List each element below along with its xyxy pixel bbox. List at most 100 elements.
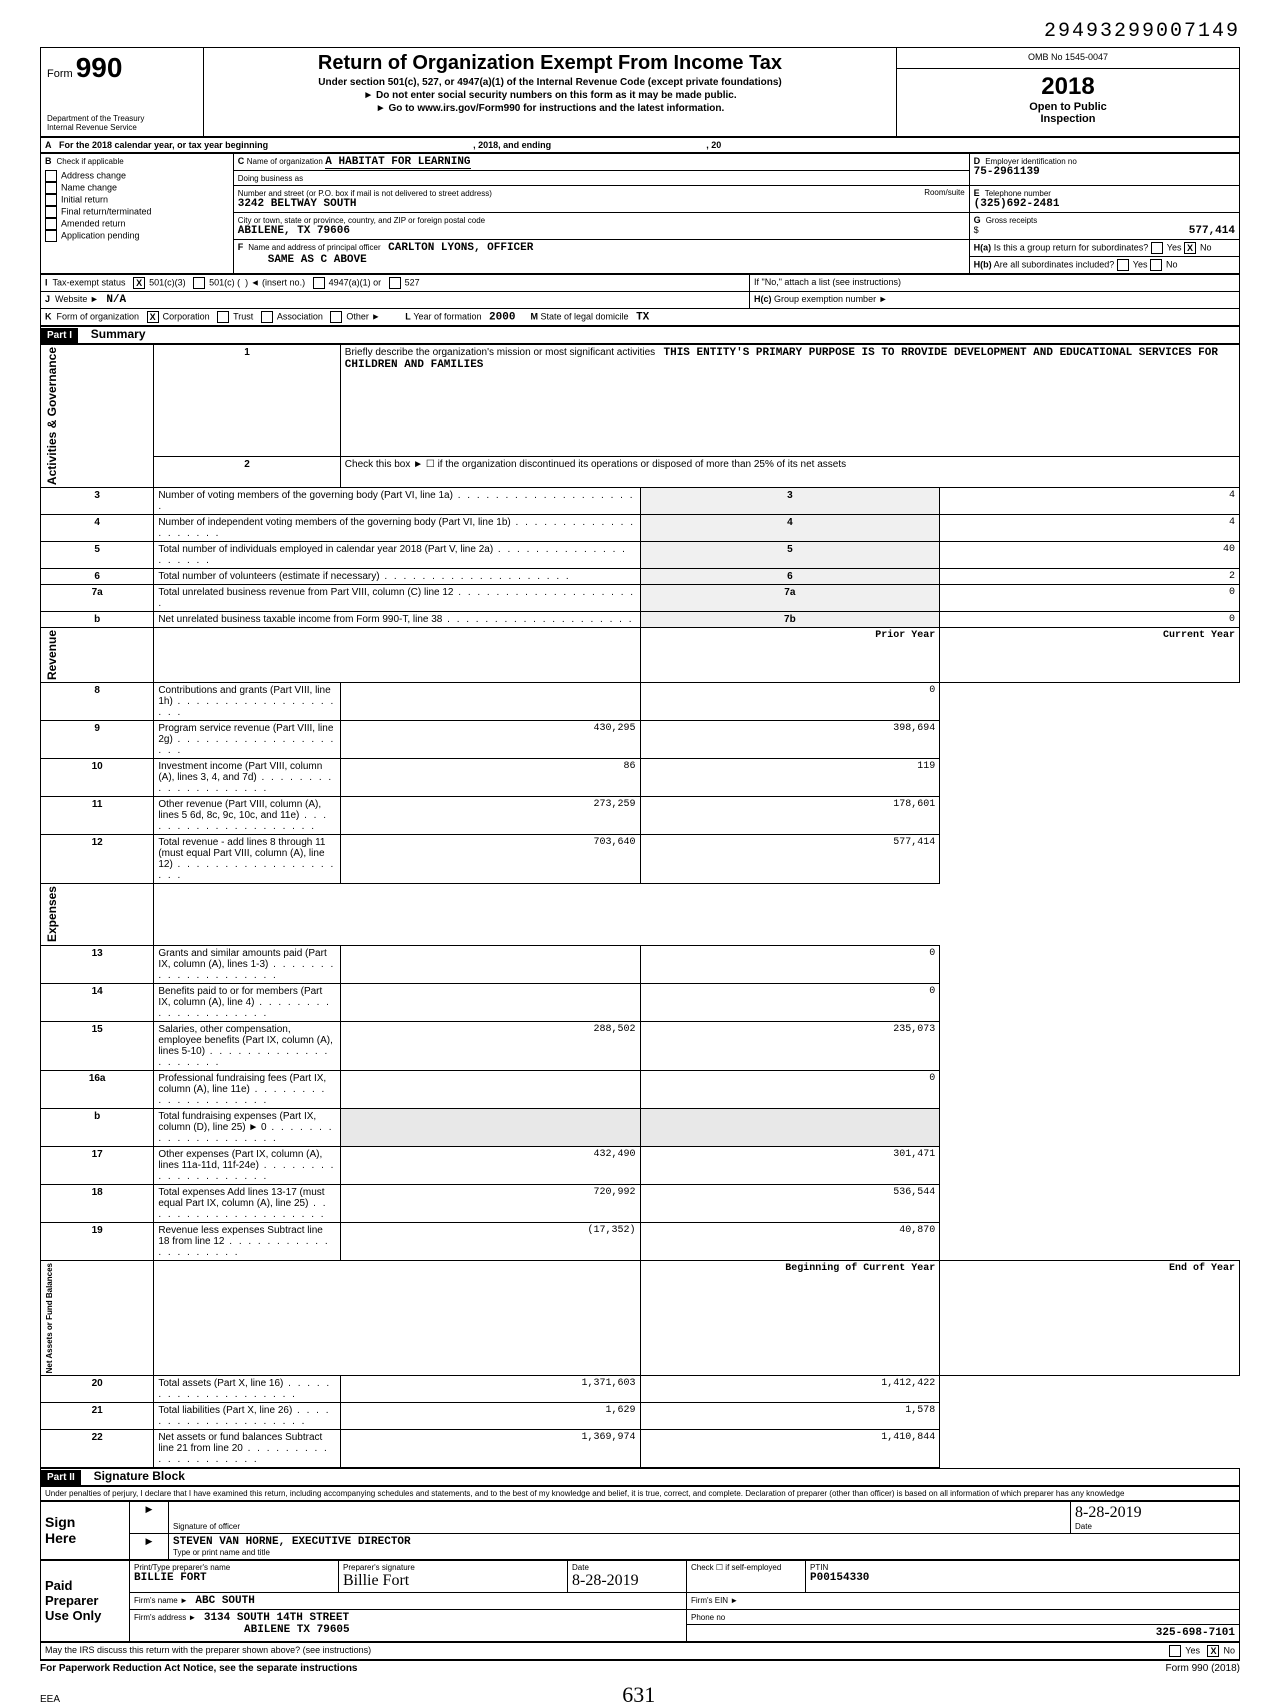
row-current: 398,694 xyxy=(640,721,940,759)
row-prior: 1,371,603 xyxy=(340,1375,640,1402)
chk-other[interactable] xyxy=(330,311,342,323)
row-num: 4 xyxy=(41,515,154,542)
summary-table: Activities & Governance 1 Briefly descri… xyxy=(40,344,1240,1468)
row-num: 21 xyxy=(41,1402,154,1429)
ha-label: Is this a group return for subordinates? xyxy=(994,242,1149,252)
row-num: 7a xyxy=(41,585,154,612)
website-value: N/A xyxy=(106,294,126,306)
row-prior: 430,295 xyxy=(340,721,640,759)
row-num: 20 xyxy=(41,1375,154,1402)
chk-501c3[interactable] xyxy=(133,277,145,289)
h-note: If "No," attach a list (see instructions… xyxy=(750,275,1240,292)
firm-addr-label: Firm's address ► xyxy=(134,1613,196,1622)
row-current: 301,471 xyxy=(640,1146,940,1184)
top-code: 29493299007149 xyxy=(40,20,1240,43)
form-subtitle-1: Under section 501(c), 527, or 4947(a)(1)… xyxy=(210,77,890,88)
chk-assoc[interactable] xyxy=(261,311,273,323)
sig-officer-label: Signature of officer xyxy=(173,1522,1066,1531)
ha-yes[interactable] xyxy=(1151,242,1163,254)
preparer-name-label: Print/Type preparer's name xyxy=(134,1563,334,1572)
col-end: End of Year xyxy=(940,1260,1240,1375)
firm-ein-label: Firm's EIN ► xyxy=(691,1596,738,1605)
chk-final-return[interactable]: Final return/terminated xyxy=(45,206,229,218)
form-title: Return of Organization Exempt From Incom… xyxy=(210,52,890,75)
discuss-yes[interactable] xyxy=(1169,1645,1181,1657)
ein-label: Employer identification no xyxy=(985,157,1077,166)
ptin-label: PTIN xyxy=(810,1563,1235,1572)
website-label: Website ► xyxy=(55,294,99,304)
row-label: Total liabilities (Part X, line 26) xyxy=(154,1402,340,1429)
row-box: 3 xyxy=(640,488,940,515)
row-label: Other revenue (Part VIII, column (A), li… xyxy=(154,797,340,835)
line-a: A For the 2018 calendar year, or tax yea… xyxy=(41,138,1240,153)
city-value: ABILENE, TX 79606 xyxy=(238,225,350,237)
row-current: 1,412,422 xyxy=(640,1375,940,1402)
paid-label-2: Preparer xyxy=(45,1593,125,1608)
row-prior xyxy=(340,945,640,983)
row-value: 4 xyxy=(940,488,1240,515)
form-subtitle-3: ► Go to www.irs.gov/Form990 for instruct… xyxy=(210,103,890,114)
row-label: Contributions and grants (Part VIII, lin… xyxy=(154,683,340,721)
row-prior: 1,369,974 xyxy=(340,1429,640,1467)
sign-date-label: Date xyxy=(1075,1522,1235,1531)
row-label: Net unrelated business taxable income fr… xyxy=(154,612,640,628)
row-num: 14 xyxy=(41,983,154,1021)
row-label: Total unrelated business revenue from Pa… xyxy=(154,585,640,612)
check-applicable-label: Check if applicable xyxy=(57,157,124,166)
row-num: 13 xyxy=(41,945,154,983)
row-num: 18 xyxy=(41,1184,154,1222)
chk-initial-return[interactable]: Initial return xyxy=(45,194,229,206)
state-domicile: TX xyxy=(636,311,649,323)
row-prior xyxy=(340,1108,640,1146)
row-current: 577,414 xyxy=(640,835,940,884)
officer-typed-label: Type or print name and title xyxy=(173,1548,1235,1557)
stamp-bottom: 631 xyxy=(622,1682,655,1706)
ptin-value: P00154330 xyxy=(810,1572,1235,1584)
hb-no[interactable] xyxy=(1150,259,1162,271)
gross-label: Gross receipts xyxy=(986,216,1038,225)
row-num: 8 xyxy=(41,683,154,721)
firm-addr-2: ABILENE TX 79605 xyxy=(134,1624,350,1636)
chk-501c[interactable] xyxy=(193,277,205,289)
form-header: Form 990 Department of the Treasury Inte… xyxy=(40,47,1240,137)
city-label: City or town, state or province, country… xyxy=(238,216,485,225)
dept-treasury: Department of the Treasury xyxy=(47,114,197,123)
chk-amended-return[interactable]: Amended return xyxy=(45,218,229,230)
hb-label: Are all subordinates included? xyxy=(994,259,1115,269)
gross-value: 577,414 xyxy=(1189,225,1235,237)
chk-4947[interactable] xyxy=(313,277,325,289)
year-formation-label: Year of formation xyxy=(413,311,481,321)
chk-address-change[interactable]: Address change xyxy=(45,170,229,182)
ha-no[interactable] xyxy=(1184,242,1196,254)
row-num: 10 xyxy=(41,759,154,797)
discuss-no[interactable] xyxy=(1207,1645,1219,1657)
row-num: 15 xyxy=(41,1021,154,1070)
row-current: 0 xyxy=(640,983,940,1021)
row-current: 119 xyxy=(640,759,940,797)
hc-label: Group exemption number ► xyxy=(774,294,887,304)
row-num: 6 xyxy=(41,569,154,585)
row-box: 4 xyxy=(640,515,940,542)
row-prior xyxy=(340,983,640,1021)
row-num: 19 xyxy=(41,1222,154,1260)
g-letter: G xyxy=(974,215,981,225)
chk-trust[interactable] xyxy=(217,311,229,323)
preparer-sig-label: Preparer's signature xyxy=(343,1563,563,1572)
omb-number: OMB No 1545-0047 xyxy=(897,48,1240,69)
footer-eea: EEA xyxy=(40,1694,59,1705)
form-number: Form 990 xyxy=(47,52,197,84)
firm-name: ABC SOUTH xyxy=(195,1595,254,1607)
row-label: Benefits paid to or for members (Part IX… xyxy=(154,983,340,1021)
hb-yes[interactable] xyxy=(1117,259,1129,271)
chk-527[interactable] xyxy=(389,277,401,289)
row-label: Program service revenue (Part VIII, line… xyxy=(154,721,340,759)
ein-value: 75-2961139 xyxy=(974,166,1040,178)
row-prior: 432,490 xyxy=(340,1146,640,1184)
chk-corp[interactable] xyxy=(147,311,159,323)
side-revenue: Revenue xyxy=(45,630,59,680)
row-num: 16a xyxy=(41,1070,154,1108)
chk-name-change[interactable]: Name change xyxy=(45,182,229,194)
chk-application-pending[interactable]: Application pending xyxy=(45,230,229,242)
col-current: Current Year xyxy=(940,628,1240,683)
row-value: 4 xyxy=(940,515,1240,542)
